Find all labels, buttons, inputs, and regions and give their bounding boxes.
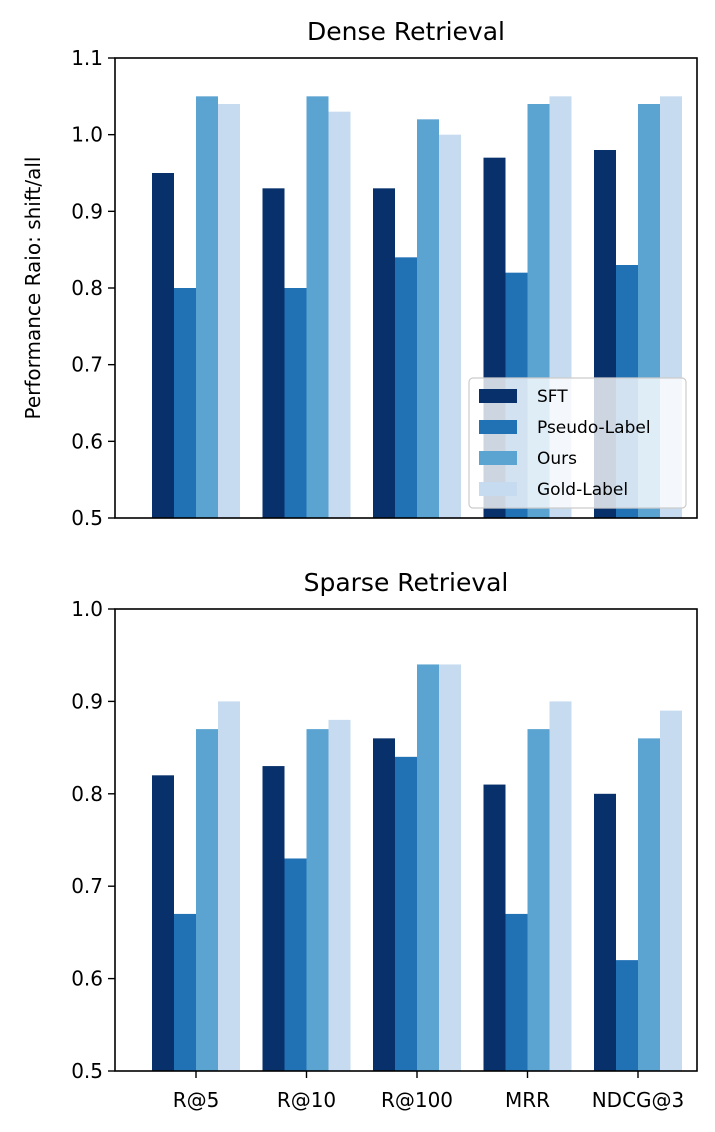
y-tick-label: 0.9 <box>71 199 103 223</box>
bar-gold-label-r-100 <box>439 134 461 518</box>
bar-sft-ndcg-3 <box>594 793 616 1071</box>
y-tick-label: 1.1 <box>71 46 103 70</box>
legend-label: Ours <box>537 449 577 469</box>
bar-gold-label-mrr <box>549 701 572 1071</box>
y-tick-label: 0.9 <box>71 689 103 713</box>
legend-swatch-ours <box>479 451 517 465</box>
bar-pseudo-label-ndcg-3 <box>616 960 638 1071</box>
bar-sft-r-10 <box>262 188 285 519</box>
bar-gold-label-r-10 <box>328 111 351 519</box>
legend-box <box>468 377 687 509</box>
bar-sft-r-10 <box>262 766 285 1071</box>
legend-label: SFT <box>537 387 568 407</box>
bar-ours-r-5 <box>196 729 218 1071</box>
bar-pseudo-label-r-5 <box>174 913 196 1071</box>
bar-gold-label-ndcg-3 <box>660 710 682 1071</box>
bar-gold-label-r-5 <box>218 104 240 518</box>
bar-sft-r-5 <box>152 173 174 518</box>
bar-ours-r-5 <box>196 96 218 518</box>
bar-pseudo-label-r-100 <box>395 257 417 518</box>
bar-gold-label-r-5 <box>218 701 240 1071</box>
bar-pseudo-label-r-10 <box>284 288 307 518</box>
bar-pseudo-label-r-10 <box>284 858 307 1071</box>
bar-gold-label-r-100 <box>439 664 461 1071</box>
y-tick-label: 0.8 <box>71 782 103 806</box>
y-tick-label: 1.0 <box>71 597 103 621</box>
chart-panel-2: Sparse Retrieval 0.5 0.6 0.7 0.8 0.9 1.0 R@5 R@1… <box>71 568 698 1112</box>
y-tick-label: 0.6 <box>71 967 103 991</box>
y-tick-label: 0.5 <box>71 1059 103 1083</box>
y-tick-label: 0.5 <box>71 506 103 530</box>
bar-pseudo-label-mrr <box>505 913 528 1071</box>
bar-ours-r-100 <box>417 119 439 518</box>
y-tick-label: 0.6 <box>71 429 103 453</box>
y-tick-label: 0.8 <box>71 276 103 300</box>
bar-gold-label-r-10 <box>328 719 351 1071</box>
axes-frame <box>114 608 698 1072</box>
y-axis-label: Performance Raio: shift/all <box>21 157 45 420</box>
y-tick-label: 1.0 <box>71 123 103 147</box>
bar-sft-r-100 <box>373 738 395 1071</box>
x-tick-label: R@10 <box>277 1088 336 1112</box>
legend-swatch-pseudo-label <box>479 420 517 434</box>
bar-pseudo-label-r-5 <box>174 288 196 518</box>
bar-sft-r-5 <box>152 775 174 1071</box>
bar-ours-r-10 <box>306 96 329 518</box>
x-tick-label: NDCG@3 <box>592 1088 685 1112</box>
legend-swatch-sft <box>479 389 517 403</box>
bar-sft-r-100 <box>373 188 395 519</box>
x-tick-label: MRR <box>505 1088 550 1112</box>
bar-ours-mrr <box>527 729 550 1071</box>
x-tick-label: R@5 <box>173 1088 220 1112</box>
legend-label: Gold-Label <box>537 480 628 500</box>
chart-title: Sparse Retrieval <box>304 568 509 597</box>
bar-pseudo-label-r-100 <box>395 756 417 1071</box>
y-tick-label: 0.7 <box>71 874 103 898</box>
chart-panel-1: Dense Retrieval 0.5 0.6 0.7 0.8 0.9 1.0 1.1 Perf… <box>21 17 698 530</box>
legend-swatch-gold-label <box>479 482 517 496</box>
x-tick-label: R@100 <box>381 1088 453 1112</box>
bar-sft-mrr <box>483 784 506 1071</box>
legend: SFT Pseudo-Label Ours Gold-Label <box>468 377 687 509</box>
chart-title: Dense Retrieval <box>307 17 505 46</box>
bar-ours-ndcg-3 <box>638 738 660 1071</box>
bar-ours-r-100 <box>417 664 439 1071</box>
bar-ours-r-10 <box>306 729 329 1071</box>
y-tick-label: 0.7 <box>71 353 103 377</box>
legend-label: Pseudo-Label <box>537 418 651 438</box>
